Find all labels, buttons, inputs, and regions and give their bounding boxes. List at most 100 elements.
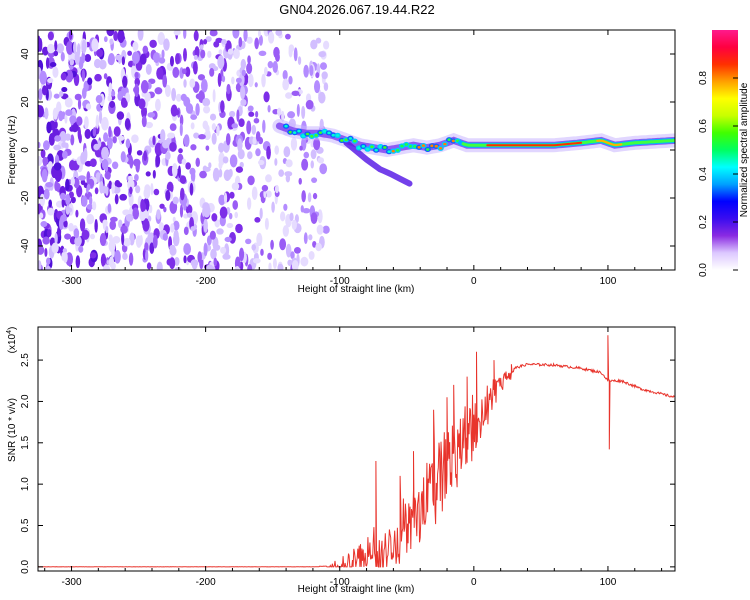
- noise-blob: [203, 105, 211, 114]
- noise-blob: [200, 49, 206, 59]
- noise-blob: [187, 103, 194, 114]
- noise-blob: [74, 93, 82, 101]
- noise-blob: [103, 36, 108, 43]
- noise-blob: [108, 53, 115, 66]
- noise-blob: [181, 158, 187, 165]
- noise-blob: [316, 224, 324, 235]
- noise-blob: [87, 77, 93, 85]
- noise-blob: [190, 169, 196, 183]
- noise-blob: [261, 184, 269, 192]
- noise-blob: [195, 157, 200, 168]
- noise-blob: [247, 151, 253, 160]
- noise-blob: [272, 258, 277, 269]
- noise-blob: [310, 39, 318, 50]
- noise-blob: [211, 213, 218, 222]
- noise-blob: [232, 30, 240, 39]
- noise-blob: [275, 30, 283, 36]
- noise-blob: [118, 55, 122, 65]
- noise-blob: [291, 259, 299, 270]
- noise-blob: [122, 252, 128, 261]
- noise-blob: [189, 78, 196, 89]
- noise-blob: [134, 83, 140, 97]
- noise-blob: [225, 133, 231, 146]
- noise-blob: [101, 116, 109, 131]
- noise-blob: [116, 182, 123, 188]
- noise-blob: [190, 144, 197, 151]
- noise-blob: [183, 255, 187, 264]
- noise-blob: [44, 247, 48, 258]
- ridge-bead-core: [288, 130, 293, 134]
- ridge-bead-core: [417, 145, 421, 149]
- noise-blob: [105, 225, 109, 234]
- noise-blob: [183, 203, 187, 211]
- noise-blob: [174, 266, 182, 270]
- noise-blob: [220, 246, 227, 254]
- snr-line: [38, 335, 675, 568]
- noise-blob: [227, 48, 234, 55]
- noise-blob: [288, 75, 293, 85]
- noise-blob: [62, 150, 68, 159]
- noise-blob: [59, 130, 67, 143]
- noise-blob: [38, 155, 43, 166]
- noise-blob: [172, 233, 180, 247]
- noise-blob: [119, 193, 128, 201]
- snr-panel: -300 -200 -100 0 100 0.0 0.5 1.0 1.5 2.0 2.5 Heig…: [6, 326, 676, 595]
- ridge-band-core: [486, 141, 583, 147]
- top-x-axis: -300 -200 -100 0 100: [44, 30, 663, 287]
- noise-blob: [83, 80, 89, 92]
- noise-blob: [158, 222, 164, 231]
- noise-blob: [190, 259, 199, 267]
- noise-blob: [145, 121, 153, 129]
- noise-blob: [183, 226, 189, 236]
- bottom-y-tick-label: 1.5: [20, 435, 31, 449]
- noise-blob: [236, 109, 240, 122]
- noise-blob: [86, 183, 91, 191]
- noise-blob: [220, 100, 225, 113]
- noise-blob: [226, 83, 231, 95]
- noise-blob: [41, 169, 48, 183]
- top-y-tick-label: -40: [20, 238, 31, 253]
- noise-blob: [205, 36, 212, 42]
- noise-blob: [205, 264, 214, 270]
- noise-blob: [315, 37, 322, 44]
- noise-blob: [61, 87, 68, 93]
- noise-blob: [218, 49, 223, 55]
- ridge-bead-core: [323, 130, 327, 133]
- ridge-bead-core: [318, 131, 323, 134]
- noise-blob: [274, 145, 279, 155]
- noise-blob: [79, 218, 86, 232]
- ridge-lower-branch: [343, 139, 413, 187]
- noise-blob: [94, 73, 102, 82]
- ridge-bead-core: [331, 133, 335, 137]
- noise-blob: [195, 93, 203, 100]
- noise-blob: [69, 58, 75, 66]
- noise-blob: [253, 117, 260, 124]
- noise-blob: [148, 204, 153, 214]
- noise-blob: [209, 230, 216, 240]
- noise-blob: [287, 111, 296, 119]
- noise-blob: [116, 111, 125, 120]
- noise-blob: [140, 79, 149, 94]
- noise-blob: [289, 212, 294, 222]
- noise-blob: [108, 180, 113, 190]
- noise-blob: [293, 47, 298, 62]
- noise-blob: [105, 186, 109, 196]
- noise-blob: [64, 233, 72, 240]
- noise-blob: [319, 62, 328, 70]
- bottom-y-tick-label: 0.5: [20, 518, 31, 532]
- top-x-tick-label: -300: [62, 276, 82, 287]
- noise-blob: [117, 135, 125, 141]
- noise-blob: [89, 158, 97, 168]
- noise-blob: [128, 175, 134, 182]
- noise-blob: [211, 123, 217, 131]
- noise-blob: [209, 67, 215, 77]
- noise-blob: [42, 161, 48, 167]
- noise-blob: [317, 209, 323, 224]
- noise-blob: [39, 193, 46, 207]
- noise-blob: [247, 105, 254, 112]
- noise-blob: [281, 110, 285, 123]
- noise-blob: [267, 31, 275, 44]
- colorbar-tick-label: 0.4: [698, 167, 709, 181]
- noise-blob: [65, 178, 70, 191]
- noise-blob: [86, 215, 92, 225]
